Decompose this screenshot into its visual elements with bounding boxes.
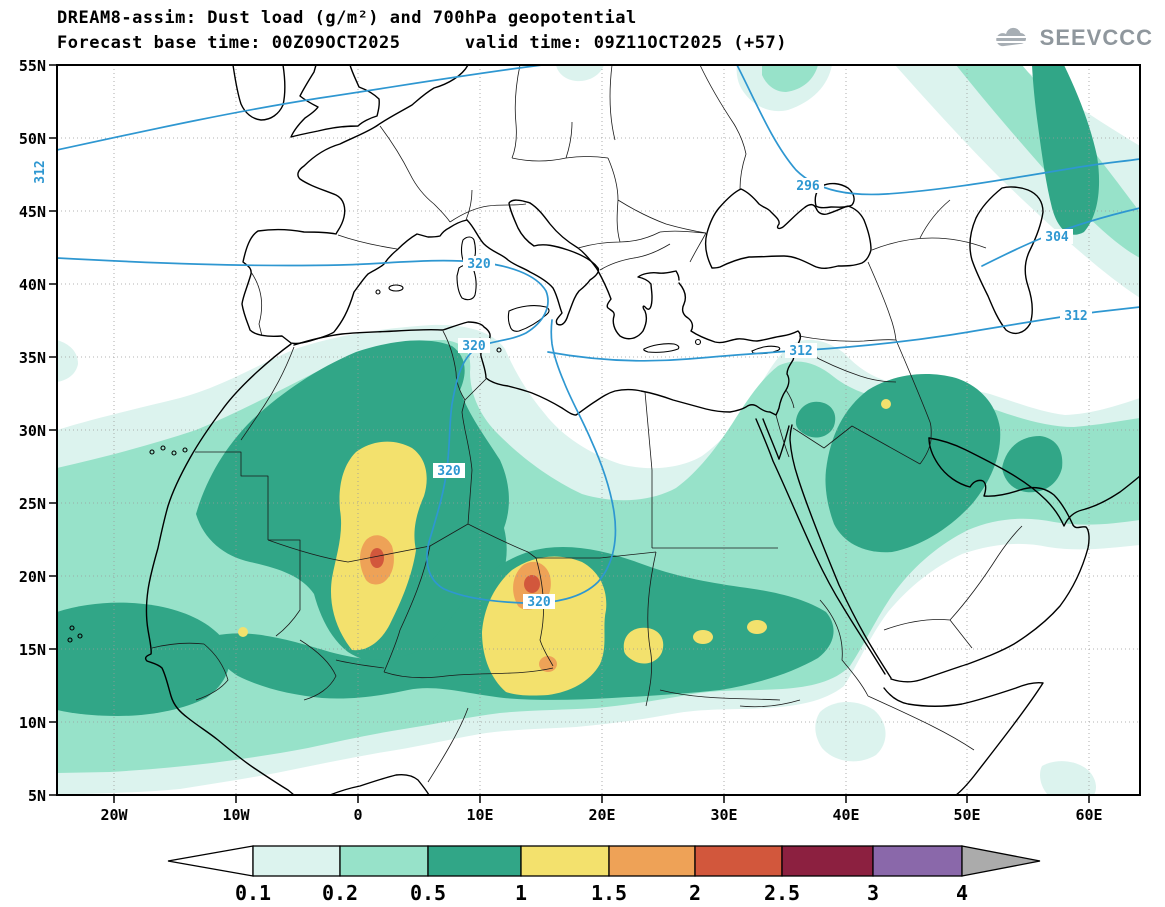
- lon-tick-label: 0: [353, 806, 362, 824]
- contour-label: 312: [32, 156, 48, 188]
- lat-tick-label: 10N: [19, 714, 46, 732]
- title-line-2: Forecast base time: 00Z09OCT2025 valid t…: [57, 33, 787, 53]
- contour-label: 320: [523, 594, 555, 610]
- colorbar-label: 2: [689, 881, 701, 905]
- contour-312-south: [547, 306, 1141, 362]
- contour-label: 304: [1041, 229, 1073, 245]
- contour-label: 320: [433, 463, 465, 479]
- lat-tick-label: 25N: [19, 495, 46, 513]
- contour-label: 320: [458, 338, 490, 354]
- lat-axis: 55N 50N 45N 40N 35N 30N 25N 20N 15N 10N …: [19, 57, 46, 805]
- gridlines: [57, 65, 1140, 795]
- lon-tick-label: 50E: [953, 806, 980, 824]
- colorbar-label: 2.5: [764, 881, 800, 905]
- colorbar-segment: [252, 845, 341, 877]
- seevccc-logo: SEEVCCC: [992, 24, 1153, 52]
- lat-tick-label: 35N: [19, 349, 46, 367]
- lon-tick-label: 60E: [1075, 806, 1102, 824]
- colorbar-segment: [339, 845, 429, 877]
- logo-text: SEEVCCC: [1039, 25, 1153, 50]
- lat-tick-label: 40N: [19, 276, 46, 294]
- svg-text:312: 312: [1064, 309, 1087, 324]
- lon-tick-label: 20E: [588, 806, 615, 824]
- axis-ticks: [49, 64, 1090, 803]
- lat-tick-label: 30N: [19, 422, 46, 440]
- lon-tick-label: 40E: [832, 806, 859, 824]
- title-line-1: DREAM8-assim: Dust load (g/m²) and 700hP…: [57, 8, 637, 28]
- colorbar-label: 0.1: [235, 881, 271, 905]
- colorbar-label: 1: [515, 881, 527, 905]
- colorbar-label: 0.2: [322, 881, 358, 905]
- dust-layer-2: [370, 548, 540, 593]
- colorbar-segment: [608, 845, 696, 877]
- colorbar-label: 3: [867, 881, 879, 905]
- lon-tick-label: 10W: [222, 806, 250, 824]
- colorbar-segment: [694, 845, 783, 877]
- colorbar-label: 0.5: [410, 881, 446, 905]
- lat-tick-label: 5N: [28, 787, 46, 805]
- svg-text:320: 320: [462, 339, 486, 354]
- lat-tick-label: 20N: [19, 568, 46, 586]
- lon-axis: 20W 10W 0 10E 20E 30E 40E 50E 60E: [100, 806, 1102, 824]
- contour-label: 320: [463, 256, 495, 272]
- colorbar-label: 4: [956, 881, 968, 905]
- coastlines: [144, 64, 1141, 796]
- colorbar-segment: [520, 845, 610, 877]
- contour-296: [736, 64, 1141, 196]
- lon-tick-label: 10E: [466, 806, 493, 824]
- svg-text:296: 296: [796, 179, 820, 194]
- contour-320: [56, 257, 617, 604]
- colorbar-label: 1.5: [591, 881, 627, 905]
- colorbar-segment: [872, 845, 963, 877]
- colorbar-arrow-left: [167, 845, 254, 877]
- colorbar: [167, 845, 1041, 877]
- lon-tick-label: 30E: [710, 806, 737, 824]
- svg-text:320: 320: [467, 257, 491, 272]
- lat-tick-label: 50N: [19, 130, 46, 148]
- contour-label: 312: [1060, 308, 1092, 324]
- colorbar-segment: [427, 845, 522, 877]
- colorbar-arrow-right: [961, 845, 1041, 877]
- dust-fill-layers: [57, 65, 1140, 795]
- svg-text:320: 320: [527, 595, 551, 610]
- contour-label: 296: [792, 178, 824, 194]
- colorbar-labels: 0.1 0.2 0.5 1 1.5 2 2.5 3 4: [235, 881, 968, 905]
- country-borders: [151, 64, 1023, 783]
- contour-312-nw: [56, 64, 543, 151]
- cloud-icon: [995, 27, 1030, 47]
- lat-tick-label: 45N: [19, 203, 46, 221]
- lat-tick-label: 55N: [19, 57, 46, 75]
- contour-labels: 312 296 304 312 312 320: [32, 156, 1092, 610]
- contour-label: 312: [785, 343, 817, 359]
- svg-text:312: 312: [789, 344, 812, 359]
- colorbar-segment: [781, 845, 874, 877]
- lat-tick-label: 15N: [19, 641, 46, 659]
- svg-text:304: 304: [1045, 230, 1069, 245]
- lon-tick-label: 20W: [100, 806, 128, 824]
- svg-text:312: 312: [33, 160, 48, 183]
- svg-text:320: 320: [437, 464, 461, 479]
